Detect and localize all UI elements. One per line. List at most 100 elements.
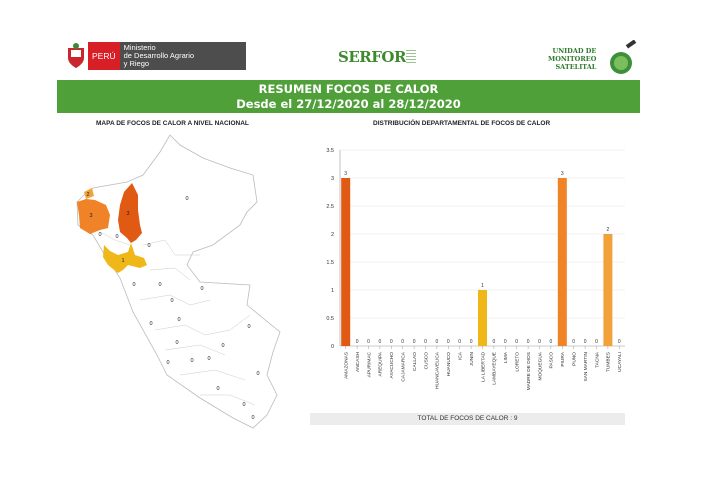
x-tick-label: CALLAO bbox=[412, 352, 418, 371]
chart-title: DISTRIBUCIÓN DEPARTAMENTAL DE FOCOS DE C… bbox=[373, 120, 551, 127]
x-tick-label: HUANCAVELICA bbox=[435, 351, 441, 389]
map-region-count: 0 bbox=[221, 343, 224, 349]
map-region-count: 0 bbox=[200, 286, 203, 292]
data-label: 0 bbox=[504, 339, 507, 345]
data-label: 0 bbox=[618, 339, 621, 345]
bar-la-libertad[interactable] bbox=[478, 290, 487, 346]
x-tick-label: ICA bbox=[458, 351, 464, 360]
x-tick-label: PUNO bbox=[572, 352, 578, 366]
data-label: 0 bbox=[515, 339, 518, 345]
map-region-count: 3 bbox=[126, 211, 129, 217]
x-tick-label: APURIMAC bbox=[366, 351, 372, 377]
data-label: 0 bbox=[527, 339, 530, 345]
y-tick-label: 2.5 bbox=[326, 204, 334, 210]
map-region-count: 3 bbox=[89, 213, 92, 219]
map-region-count: 0 bbox=[242, 402, 245, 408]
data-label: 2 bbox=[607, 227, 610, 233]
y-tick-label: 1.5 bbox=[326, 260, 334, 266]
ministry-line: y Riego bbox=[123, 59, 150, 68]
x-tick-label: CAJAMARCA bbox=[401, 351, 407, 381]
data-label: 1 bbox=[481, 283, 484, 289]
report-date-range: Desde el 27/12/2020 al 28/12/2020 bbox=[236, 97, 461, 111]
map-region-count: 0 bbox=[216, 386, 219, 392]
ministry-logo: PERÚ Ministerio de Desarrollo Agrario y … bbox=[64, 42, 246, 70]
map-region-count: 0 bbox=[207, 356, 210, 362]
y-tick-label: 3 bbox=[331, 176, 334, 182]
x-tick-label: LIMA bbox=[503, 351, 509, 363]
x-tick-label: HUANUCO bbox=[446, 352, 452, 377]
x-tick-label: LAMBAYEQUE bbox=[492, 352, 498, 385]
bar-amazonas[interactable] bbox=[341, 178, 351, 346]
x-tick-label: LA LIBERTAD bbox=[480, 351, 486, 381]
data-label: 0 bbox=[379, 339, 382, 345]
map-region-count: 0 bbox=[166, 360, 169, 366]
title-banner: RESUMEN FOCOS DE CALOR Desde el 27/12/20… bbox=[57, 80, 640, 113]
data-label: 0 bbox=[356, 339, 359, 345]
report-title: RESUMEN FOCOS DE CALOR bbox=[258, 82, 439, 96]
unit-line: UNIDAD DE bbox=[552, 47, 597, 55]
y-tick-label: 0.5 bbox=[326, 316, 334, 322]
unit-logo-text: UNIDAD DE MONITOREO SATELITAL bbox=[548, 47, 596, 71]
map-region-count: 0 bbox=[177, 317, 180, 323]
data-label: 0 bbox=[470, 339, 473, 345]
region-amazonas[interactable] bbox=[118, 183, 142, 243]
coat-of-arms-icon bbox=[68, 43, 84, 68]
data-label: 0 bbox=[572, 339, 575, 345]
data-label: 0 bbox=[595, 339, 598, 345]
bar-piura[interactable] bbox=[557, 178, 567, 346]
data-label: 0 bbox=[401, 339, 404, 345]
map-region-count: 0 bbox=[175, 340, 178, 346]
region-la-libertad[interactable] bbox=[103, 243, 147, 273]
data-label: 3 bbox=[561, 171, 564, 177]
x-tick-label: ANCASH bbox=[355, 351, 361, 372]
ministry-name: Ministerio de Desarrollo Agrario y Riego bbox=[119, 42, 246, 70]
x-tick-label: TUMBES bbox=[606, 352, 612, 372]
data-label: 0 bbox=[550, 339, 553, 345]
map-region-count: 1 bbox=[121, 258, 124, 264]
bar-tumbes[interactable] bbox=[603, 234, 613, 346]
satellite-globe-icon bbox=[610, 40, 637, 74]
x-tick-label: MADRE DE DIOS bbox=[526, 352, 532, 390]
x-tick-label: PIURA bbox=[560, 351, 566, 366]
unit-line: SATELITAL bbox=[555, 63, 597, 71]
y-tick-label: 1 bbox=[331, 288, 334, 294]
total-hotspots: TOTAL DE FOCOS DE CALOR : 9 bbox=[310, 413, 625, 425]
map-region-count: 0 bbox=[98, 232, 101, 238]
x-tick-label: CUSCO bbox=[423, 352, 429, 370]
x-tick-label: JUNIN bbox=[469, 351, 475, 366]
serfor-logo-subtext bbox=[406, 50, 416, 64]
peru-label: PERÚ bbox=[88, 42, 120, 70]
department-borders bbox=[99, 231, 256, 406]
x-tick-label: UCAYALI bbox=[617, 352, 623, 372]
data-label: 0 bbox=[584, 339, 587, 345]
serfor-logo: SERFOR bbox=[338, 48, 406, 66]
map-region-count: 0 bbox=[247, 324, 250, 330]
map-region-count: 0 bbox=[147, 243, 150, 249]
ministry-line: Ministerio bbox=[123, 43, 156, 52]
map-region-count: 0 bbox=[170, 298, 173, 304]
map-region-count: 0 bbox=[190, 358, 193, 364]
map-title: MAPA DE FOCOS DE CALOR A NIVEL NACIONAL bbox=[96, 120, 249, 127]
x-tick-label: TACNA bbox=[594, 351, 600, 368]
map-region-count: 2 bbox=[86, 192, 89, 198]
data-label: 0 bbox=[447, 339, 450, 345]
region-piura[interactable] bbox=[77, 199, 110, 234]
region-tumbes[interactable] bbox=[84, 188, 94, 199]
data-label: 0 bbox=[436, 339, 439, 345]
data-label: 0 bbox=[493, 339, 496, 345]
data-label: 3 bbox=[344, 171, 347, 177]
data-label: 0 bbox=[458, 339, 461, 345]
x-tick-label: AMAZONAS bbox=[344, 352, 350, 379]
x-tick-label: SAN MARTIN bbox=[583, 351, 589, 381]
data-label: 0 bbox=[424, 339, 427, 345]
y-tick-label: 2 bbox=[331, 232, 334, 238]
y-tick-label: 3.5 bbox=[326, 148, 334, 154]
ministry-line: de Desarrollo Agrario bbox=[123, 51, 195, 60]
map-region-count: 0 bbox=[132, 282, 135, 288]
data-label: 0 bbox=[413, 339, 416, 345]
map-region-count: 0 bbox=[256, 371, 259, 377]
map-region-count: 0 bbox=[115, 234, 118, 240]
